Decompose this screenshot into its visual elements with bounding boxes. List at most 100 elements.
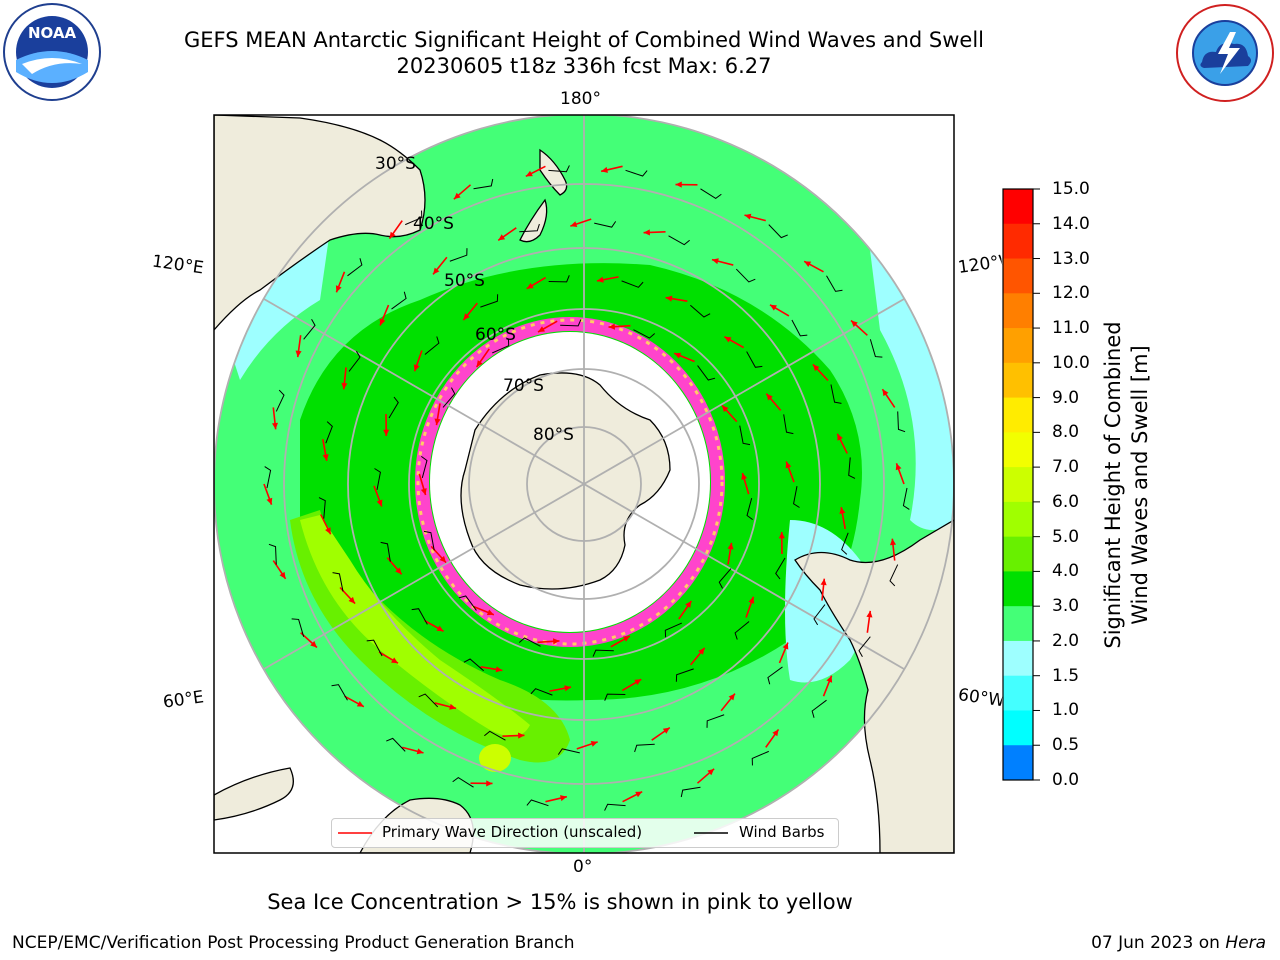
wind-barb <box>449 248 468 262</box>
wind-barb <box>325 421 333 444</box>
wave-arrow-head <box>866 610 873 618</box>
wind-barb <box>484 730 506 741</box>
wave-arrow-head <box>769 304 777 311</box>
colorbar-tick-label: 7.0 <box>1052 457 1080 478</box>
wind-barb <box>700 188 722 199</box>
wave-arrow-head <box>590 741 598 747</box>
colorbar-swatch <box>1003 640 1033 677</box>
wind-barb <box>442 387 456 408</box>
wind-barb <box>386 737 406 752</box>
wave-arrow-head <box>560 795 567 802</box>
wind-barb <box>530 688 553 696</box>
nws-logo <box>1176 4 1274 102</box>
wind-barb <box>480 294 499 308</box>
colorbar-tick-label: 10.0 <box>1052 352 1090 373</box>
lat-label-30s: 30°S <box>375 154 416 174</box>
wind-barb <box>604 803 626 811</box>
footer-date-text: 07 Jun 2023 on <box>1091 933 1226 953</box>
legend-wave-label: Primary Wave Direction (unscaled) <box>382 823 643 841</box>
wave-arrow-head <box>449 703 457 710</box>
wind-barb <box>668 235 690 246</box>
wind-barb <box>519 223 540 233</box>
wind-barb <box>388 396 399 419</box>
colorbar-tick-label: 0.5 <box>1052 735 1080 756</box>
lon-label-0: 0° <box>573 857 593 877</box>
wave-arrow-head <box>434 418 441 426</box>
wind-barb <box>332 572 344 592</box>
wind-barb <box>264 466 272 489</box>
wave-arrow-head <box>379 318 386 326</box>
wave-arrow-head <box>826 675 833 683</box>
wave-arrow-head <box>552 638 560 645</box>
wave-arrow-head <box>436 625 444 632</box>
lat-label-50s: 50°S <box>444 271 485 291</box>
wind-barb <box>735 268 756 283</box>
legend-barb-line-icon <box>694 832 728 834</box>
footer-date: 07 Jun 2023 on Hera <box>1091 933 1266 953</box>
wave-arrow-head <box>453 192 461 200</box>
colorbar-swatch <box>1003 189 1033 225</box>
colorbar-tick-label: 11.0 <box>1052 318 1090 339</box>
colorbar-tick-label: 3.0 <box>1052 596 1080 617</box>
chart-subtitle: 20230605 t18z 336h fcst Max: 6.27 <box>396 54 772 78</box>
new-zealand-north <box>539 148 568 196</box>
wind-barb <box>625 169 648 177</box>
colorbar-tick-label: 9.0 <box>1052 387 1080 408</box>
wave-arrow-head <box>341 382 348 390</box>
colorbar-swatch <box>1003 571 1033 607</box>
chart-title: GEFS MEAN Antarctic Significant Height o… <box>183 28 985 52</box>
wind-barb <box>275 389 285 412</box>
wave-arrow-head <box>662 727 670 734</box>
wind-barb <box>718 568 732 589</box>
map-area <box>214 115 954 853</box>
wind-barb <box>380 541 391 562</box>
wave-arrow-head <box>439 555 447 563</box>
wave-arrow-head <box>420 488 427 495</box>
wind-barb <box>291 618 305 637</box>
wind-barb <box>739 425 751 446</box>
wave-arrow-head <box>707 768 715 776</box>
wave-arrow-head <box>851 320 858 327</box>
wind-barb <box>452 777 474 788</box>
wave-arrow-head <box>724 336 732 343</box>
antarctica-land <box>460 372 671 590</box>
wave-arrow-head <box>820 578 827 586</box>
vector-field <box>263 165 910 811</box>
wave-arrow-head <box>486 780 493 787</box>
wind-barb <box>548 165 570 173</box>
wave-arrow-head <box>889 538 897 546</box>
wave-arrow-head <box>634 679 642 686</box>
colorbar-swatch <box>1003 467 1033 503</box>
wind-barb <box>767 666 783 685</box>
wind-barb <box>458 595 477 611</box>
wave-arrow-head <box>498 234 506 241</box>
wave-arrow-head <box>748 596 755 604</box>
wave-arrow-head <box>744 213 752 220</box>
colorbar-swatch <box>1003 258 1033 294</box>
wave-arrow-head <box>279 571 286 579</box>
colorbar-swatch <box>1003 432 1033 468</box>
wave-arrow-head <box>643 229 650 236</box>
wave-arrow-head <box>376 499 383 507</box>
colorbar-swatch <box>1003 745 1033 781</box>
wind-barb <box>492 338 510 354</box>
wind-barb <box>869 339 883 358</box>
australia-land <box>214 115 426 331</box>
wave-arrow-head <box>804 261 812 268</box>
wave-arrow-head <box>839 507 846 514</box>
wind-barb <box>830 384 842 404</box>
colorbar-tick-label: 1.0 <box>1052 700 1080 721</box>
wind-barb <box>268 543 277 565</box>
colorbar-swatch <box>1003 606 1033 642</box>
wind-barb <box>318 497 326 519</box>
wind-barb <box>793 486 800 508</box>
colorbar-tick-label: 8.0 <box>1052 422 1080 443</box>
wave-arrow-head <box>295 350 302 358</box>
wind-barb <box>813 604 826 626</box>
wind-barb <box>775 557 786 580</box>
colorbar-tick-label: 12.0 <box>1052 283 1090 304</box>
colorbar-swatch <box>1003 675 1033 711</box>
wind-barb <box>633 329 656 339</box>
wave-arrow-head <box>476 360 483 367</box>
